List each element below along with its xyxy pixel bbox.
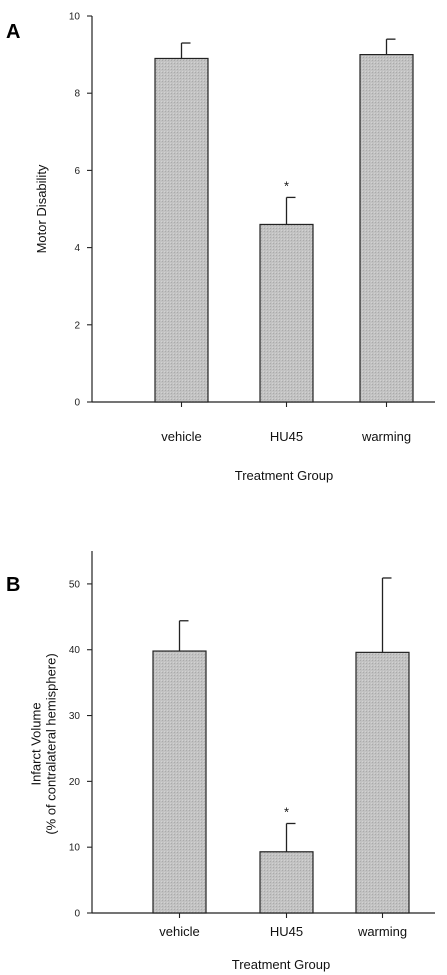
- panel-a-x-axis-title: Treatment Group: [235, 468, 334, 483]
- panel-b-bar-warming: [355, 651, 410, 914]
- panel-a-letter: A: [6, 21, 20, 43]
- panel-b-y-tick-label: 10: [69, 843, 81, 854]
- panel-a-category-label: warming: [361, 429, 411, 444]
- panel-b-y-tick-label: 0: [74, 909, 80, 920]
- panel-a-bar-warming: [359, 53, 414, 403]
- panel-b-y-tick-label: 30: [69, 711, 81, 722]
- panel-b-y-tick-label: 20: [69, 777, 81, 788]
- panel-b-y-tick-label: 50: [69, 579, 81, 590]
- panel-a-y-tick-label: 2: [74, 320, 80, 331]
- panel-a-y-tick-label: 4: [74, 243, 80, 254]
- panel-a-y-tick-label: 10: [69, 12, 81, 23]
- panel-b-category-label: vehicle: [159, 924, 199, 939]
- panel-b-bar-hu45: [259, 851, 314, 914]
- panel-b-y-axis-title: Infarct Volume(% of contralateral hemisp…: [29, 653, 59, 834]
- panel-b-y-axis-title-line: Infarct Volume: [29, 702, 44, 785]
- panel-b-y-tick-label: 40: [69, 645, 81, 656]
- panel-a: A 0 2 4 6 8 10 vehicle * HU45 warming Treatment Gro…: [6, 12, 435, 483]
- panel-b-significance-marker: *: [284, 804, 289, 819]
- panel-b-y-axis-title-line: (% of contralateral hemisphere): [44, 653, 59, 834]
- panel-b-letter: B: [6, 574, 20, 596]
- panel-a-y-tick-label: 8: [74, 89, 80, 100]
- panel-a-significance-marker: *: [284, 178, 289, 193]
- panel-a-y-axis-title-line: Motor Disability: [34, 164, 49, 253]
- panel-a-bar-vehicle: [154, 57, 209, 403]
- panel-a-y-axis-title: Motor Disability: [34, 164, 49, 253]
- panel-a-y-tick-label: 6: [74, 166, 80, 177]
- panel-b-bar-vehicle: [152, 650, 207, 914]
- panel-b-category-label: warming: [357, 924, 407, 939]
- panel-b-x-axis-title: Treatment Group: [232, 957, 331, 972]
- panel-a-bar-hu45: [259, 223, 314, 403]
- panel-b-category-label: HU45: [270, 924, 303, 939]
- panel-a-category-label: vehicle: [161, 429, 201, 444]
- panel-b: B 0 10 20 30 40 50 vehicle * HU45 warming Treatment…: [6, 551, 435, 972]
- panel-a-y-tick-label: 0: [74, 398, 80, 409]
- panel-a-category-label: HU45: [270, 429, 303, 444]
